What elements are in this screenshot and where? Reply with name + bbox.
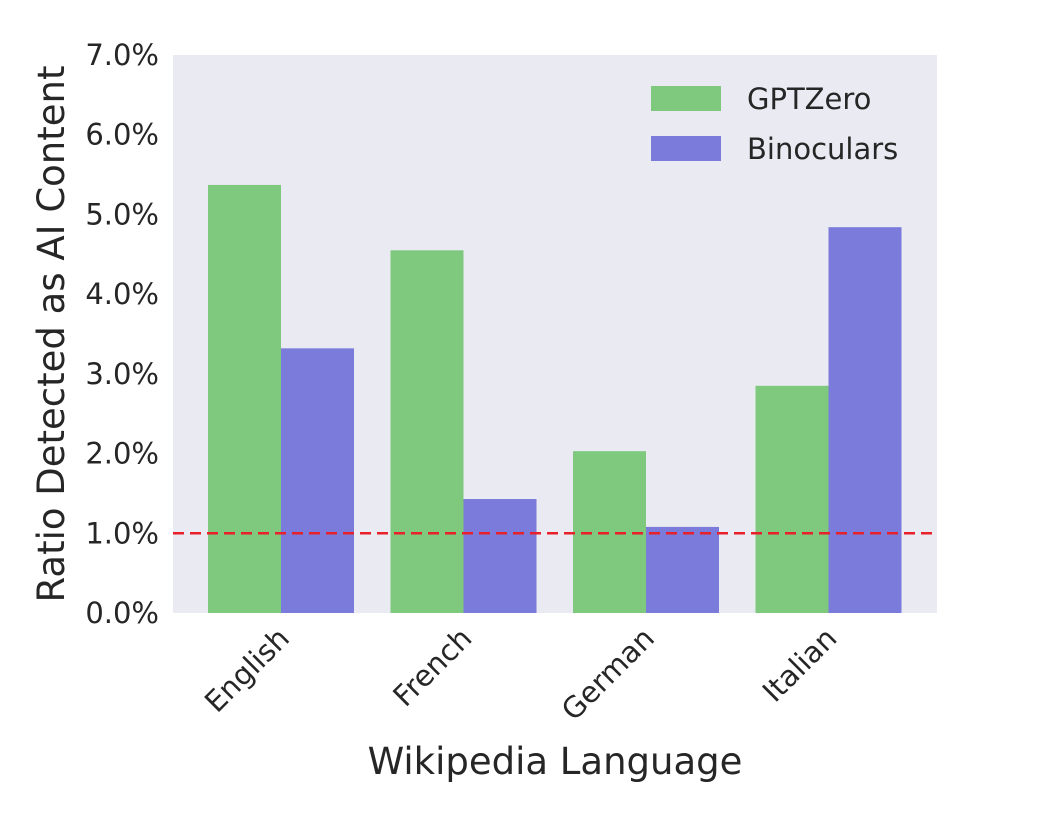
y-tick-label: 1.0% (85, 516, 159, 550)
y-tick-label: 6.0% (85, 118, 159, 152)
y-axis-title: Ratio Detected as AI Content (30, 66, 73, 603)
x-tick-label-german: German (555, 621, 661, 727)
legend-label-binoculars: Binoculars (747, 132, 898, 166)
y-tick-label: 5.0% (85, 197, 159, 231)
bar-binoculars-german (646, 526, 719, 613)
x-tick-label-english: English (198, 621, 296, 719)
y-tick-label: 0.0% (85, 596, 159, 630)
x-axis-ticks: English French German Italian (198, 621, 844, 727)
bar-gptzero-french (390, 250, 464, 614)
bars-group (208, 184, 902, 614)
y-tick-label: 3.0% (85, 357, 159, 391)
y-tick-label: 7.0% (85, 38, 159, 72)
y-axis-ticks: 0.0% 1.0% 2.0% 3.0% 4.0% 5.0% 6.0% 7.0% (85, 38, 159, 630)
bar-binoculars-italian (828, 227, 902, 613)
legend-label-gptzero: GPTZero (747, 82, 871, 116)
x-tick-label-italian: Italian (756, 621, 844, 709)
bar-gptzero-english (208, 184, 281, 614)
bar-binoculars-english (281, 348, 354, 613)
y-tick-label: 2.0% (85, 437, 159, 471)
legend: GPTZero Binoculars (651, 82, 898, 166)
x-tick-label-french: French (386, 621, 478, 713)
legend-swatch-gptzero (651, 86, 721, 111)
bar-gptzero-italian (755, 385, 829, 613)
x-axis-title: Wikipedia Language (368, 740, 743, 783)
y-tick-label: 4.0% (85, 277, 159, 311)
bar-binoculars-french (463, 499, 537, 613)
legend-swatch-binoculars (651, 136, 721, 161)
